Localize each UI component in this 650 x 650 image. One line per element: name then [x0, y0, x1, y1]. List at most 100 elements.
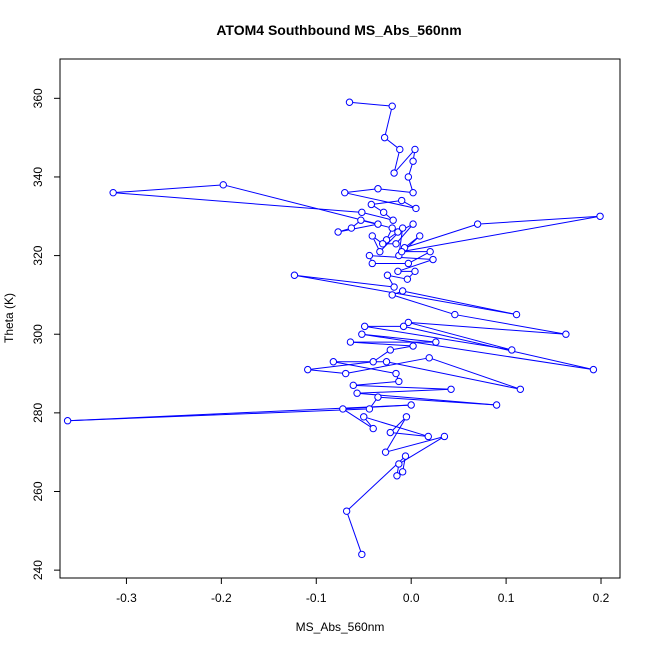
data-point — [393, 472, 401, 480]
data-point — [339, 405, 347, 413]
data-point — [388, 291, 396, 299]
data-point — [346, 338, 355, 346]
data-point — [341, 369, 350, 378]
series-segment — [353, 380, 399, 386]
data-point — [380, 133, 389, 142]
data-point — [219, 181, 227, 189]
series-segment — [338, 223, 379, 233]
data-point — [367, 200, 376, 209]
data-point — [440, 432, 449, 441]
data-point — [399, 322, 408, 331]
data-point — [389, 216, 397, 224]
series-segment — [377, 188, 414, 194]
data-point — [596, 212, 604, 220]
data-point — [516, 385, 525, 393]
data-point — [369, 358, 377, 366]
y-axis: 240 260 280 300 320 340 360 — [31, 88, 60, 580]
data-point — [398, 468, 407, 476]
data-point — [426, 247, 434, 256]
series-segment — [390, 345, 414, 351]
series-segment — [344, 188, 379, 194]
series-segment — [307, 369, 346, 375]
data-point — [425, 354, 433, 362]
data-point — [365, 251, 374, 260]
data-point — [374, 185, 382, 193]
x-tick-label: -0.3 — [116, 591, 137, 605]
x-tick-label: 0.2 — [593, 591, 610, 605]
y-tick-label: 260 — [31, 481, 45, 501]
data-point — [341, 188, 349, 197]
data-point — [402, 413, 411, 421]
data-point — [379, 240, 387, 248]
data-point — [409, 342, 417, 350]
data-point — [345, 98, 354, 106]
series-segment — [223, 184, 379, 225]
data-point — [409, 157, 417, 165]
series-segment — [408, 251, 431, 264]
y-tick-label: 340 — [31, 167, 45, 187]
data-point — [365, 405, 374, 413]
data-point — [404, 259, 413, 268]
series-segment — [385, 435, 445, 453]
series-segment — [401, 215, 601, 253]
data-point — [374, 393, 382, 401]
data-point — [394, 228, 402, 236]
data-point — [392, 240, 400, 248]
y-tick-label: 300 — [31, 324, 45, 344]
x-tick-label: -0.2 — [211, 591, 232, 605]
data-point — [404, 173, 413, 181]
data-point — [394, 267, 402, 276]
data-point — [388, 224, 396, 232]
data-point — [329, 358, 338, 366]
data-point — [388, 102, 396, 110]
data-point — [404, 318, 413, 327]
series-segment — [333, 361, 397, 375]
data-point — [358, 208, 366, 217]
series-segment — [404, 223, 478, 249]
data-point — [411, 267, 419, 276]
data-point — [396, 145, 404, 154]
data-point — [412, 204, 420, 213]
y-tick-label: 360 — [31, 88, 45, 108]
data-point — [562, 330, 570, 338]
series-segment — [393, 149, 416, 174]
data-point — [407, 401, 415, 409]
data-point — [432, 338, 440, 346]
series-segment — [67, 404, 412, 422]
data-point — [397, 247, 406, 256]
data-point — [383, 271, 392, 279]
series-segment — [384, 106, 393, 138]
data-point — [334, 228, 342, 236]
data-point — [369, 424, 377, 433]
series-segment — [353, 384, 452, 390]
series-segment — [349, 101, 393, 107]
y-tick-label: 240 — [31, 560, 45, 580]
data-point — [376, 247, 384, 256]
data-point — [398, 224, 407, 232]
series-segment — [392, 294, 455, 316]
series-segment — [408, 321, 512, 351]
data-point — [358, 550, 366, 559]
data-point — [290, 271, 299, 279]
chart-title: ATOM4 Southbound MS_Abs_560nm — [216, 22, 461, 38]
data-point — [63, 417, 72, 425]
series-segment — [477, 215, 601, 225]
series-segment — [113, 192, 362, 213]
data-point — [379, 208, 388, 217]
data-point — [304, 365, 312, 374]
y-tick-label: 280 — [31, 403, 45, 423]
data-point — [512, 310, 521, 319]
data-point — [342, 507, 351, 515]
data-point — [360, 413, 368, 421]
data-point — [508, 346, 516, 354]
x-tick-label: 0.0 — [403, 591, 420, 605]
series-segment — [385, 416, 407, 453]
data-point — [416, 232, 424, 240]
x-tick-label: 0.1 — [498, 591, 515, 605]
data-point — [492, 401, 501, 409]
x-axis: -0.3 -0.2 -0.1 0.0 0.1 0.2 — [116, 578, 610, 605]
data-point — [451, 310, 459, 319]
data-point — [382, 358, 391, 366]
data-point — [358, 330, 366, 338]
data-point — [409, 220, 417, 228]
